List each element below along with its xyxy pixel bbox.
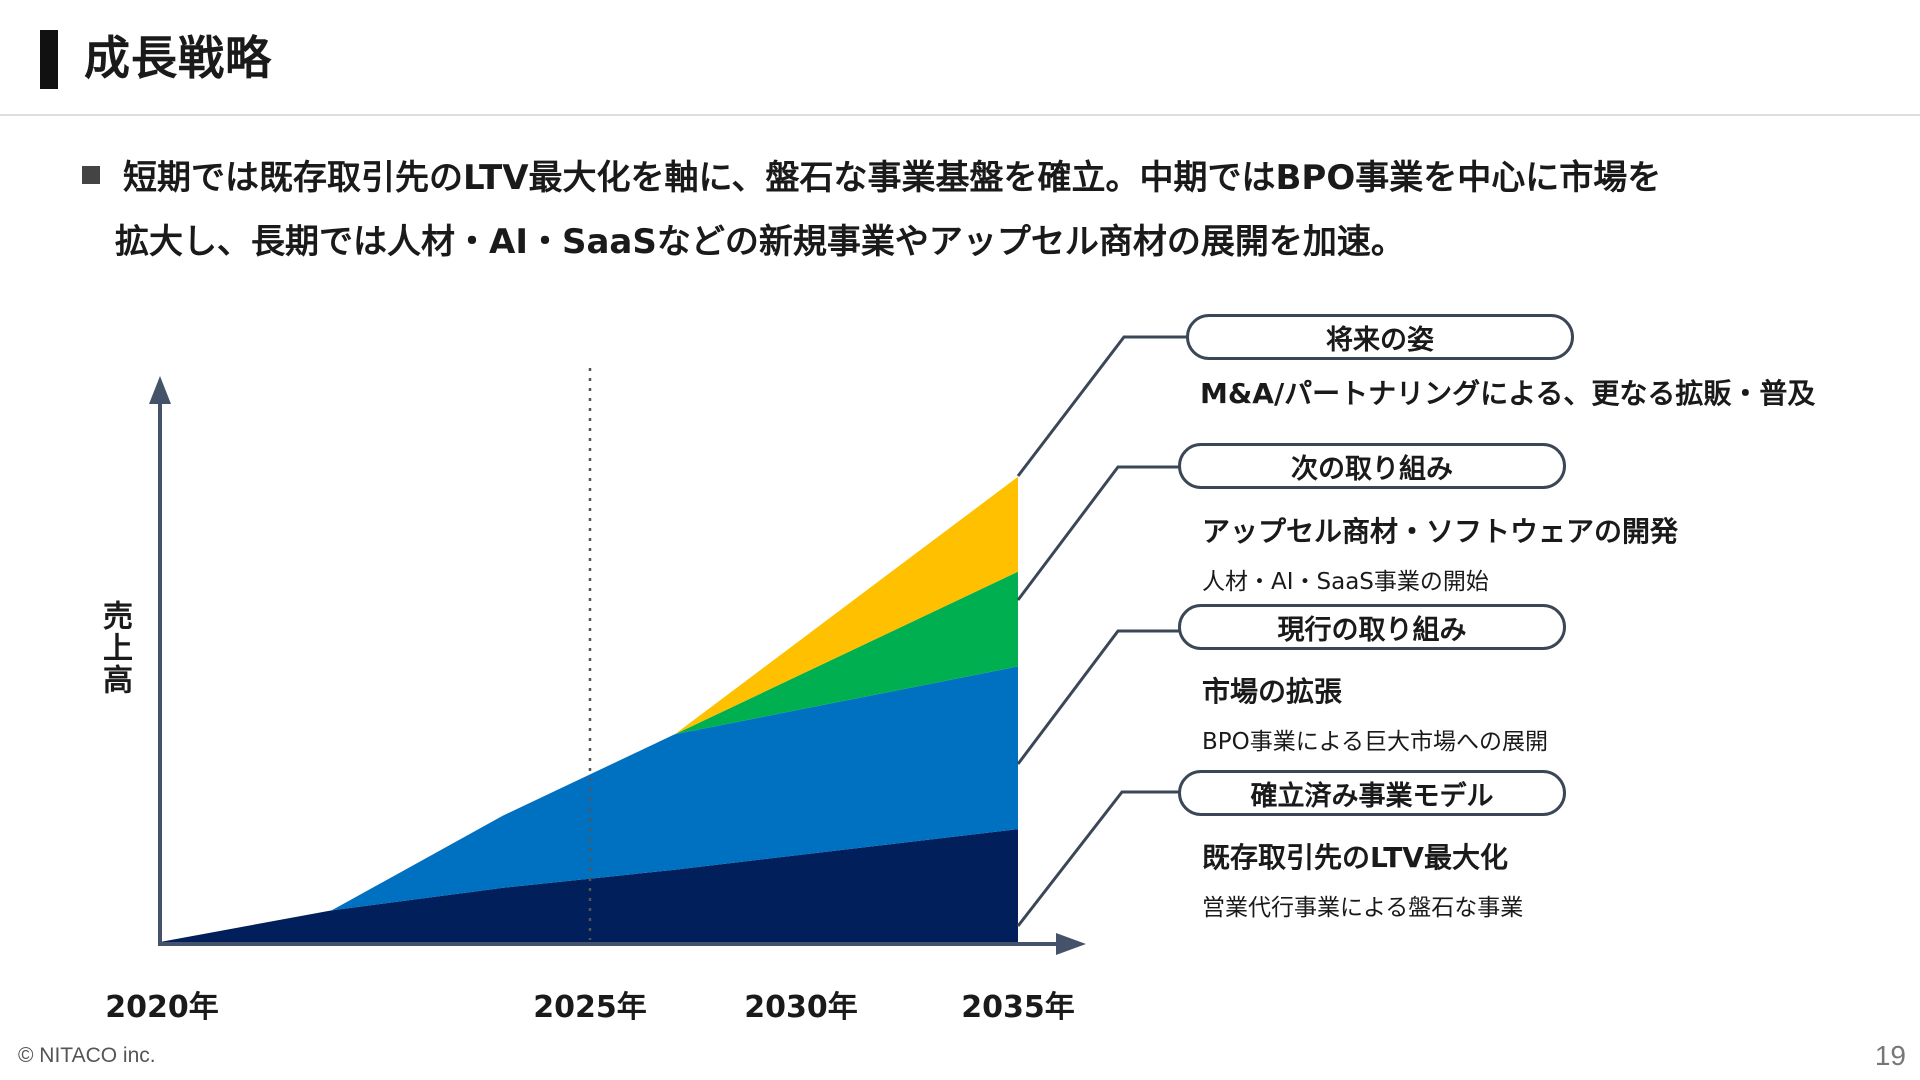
bullet-square-icon [82,166,100,184]
pill-future: 将来の姿 [1186,314,1574,360]
lead-text: 短期では既存取引先のLTV最大化を軸に、盤石な事業基盤を確立。中期ではBPO事業… [115,146,1815,274]
annotation-next-main: アップセル商材・ソフトウェアの開発 [1202,515,1679,548]
y-axis-arrow-icon [149,376,171,404]
annotation-current-main: 市場の拡張 [1202,675,1343,708]
area-series-0 [160,829,1018,942]
page-number: 19 [1874,1040,1906,1071]
leader-lines [1016,335,1188,927]
pill-current: 現行の取り組み [1178,604,1566,650]
annotation-future-main: M&A/パートナリングによる、更なる拡販・普及 [1200,377,1816,410]
leader-line-current [1016,629,1180,765]
leader-line-next [1016,465,1180,601]
leader-line-established [1016,790,1180,927]
annotation-next-sub: 人材・AI・SaaS事業の開始 [1202,569,1489,595]
leader-line-future [1016,335,1188,477]
annotation-established-sub: 営業代行事業による盤石な事業 [1202,895,1524,921]
x-tick-label: 2025年 [533,990,647,1025]
y-axis-label: 売上高 [97,600,132,696]
header-divider [0,114,1920,116]
pill-next: 次の取り組み [1178,443,1566,489]
area-layers [160,476,1018,942]
page-title: 成長戦略 [84,31,272,85]
x-axis-arrow-icon [1056,933,1086,955]
title-accent-bar [40,30,58,89]
x-tick-label: 2035年 [961,990,1075,1025]
x-tick-label: 2020年 [105,990,219,1025]
lead-line-1: 短期では既存取引先のLTV最大化を軸に、盤石な事業基盤を確立。中期ではBPO事業… [123,158,1662,198]
lead-line-2: 拡大し、長期では人材・AI・SaaSなどの新規事業やアップセル商材の展開を加速。 [115,222,1405,262]
pill-established: 確立済み事業モデル [1178,770,1566,816]
area-series-1 [160,666,1018,942]
copyright: © NITACO inc. [18,1044,156,1067]
x-tick-label: 2030年 [744,990,858,1025]
annotation-current-sub: BPO事業による巨大市場への展開 [1202,729,1549,755]
annotation-established-main: 既存取引先のLTV最大化 [1202,841,1508,874]
